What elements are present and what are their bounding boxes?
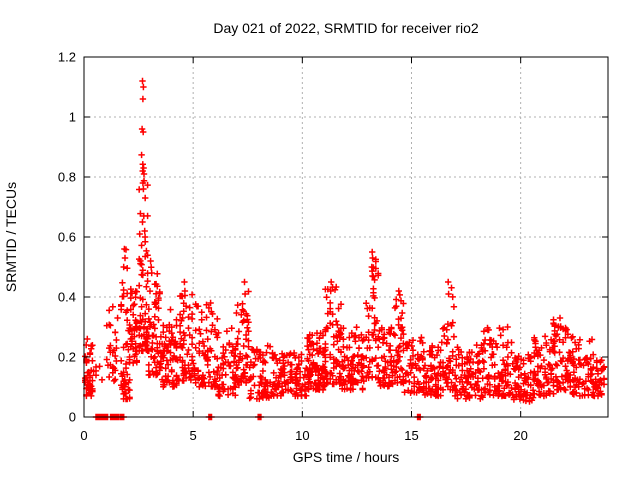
y-axis-label: SRMTID / TECUs [3,182,19,292]
x-tick-label: 5 [190,428,197,443]
x-tick-label: 10 [295,428,309,443]
y-tick-label: 0.8 [58,170,76,185]
y-tick-label: 0.6 [58,230,76,245]
grid-lines [84,57,608,417]
scatter-points [82,77,608,421]
y-tick-label: 0 [69,410,76,425]
y-tick-label: 0.2 [58,350,76,365]
y-tick-label: 1.2 [58,50,76,65]
x-axis-label: GPS time / hours [293,449,400,465]
chart-title: Day 021 of 2022, SRMTID for receiver rio… [213,20,479,36]
x-tick-label: 15 [404,428,418,443]
tick-labels: 0 0.2 0.4 0.6 0.8 1 1.2 0 5 10 15 20 [58,50,528,444]
axes [83,56,609,418]
x-tick-label: 0 [80,428,87,443]
y-tick-label: 0.4 [58,290,76,305]
x-tick-label: 20 [513,428,527,443]
y-tick-label: 1 [69,110,76,125]
